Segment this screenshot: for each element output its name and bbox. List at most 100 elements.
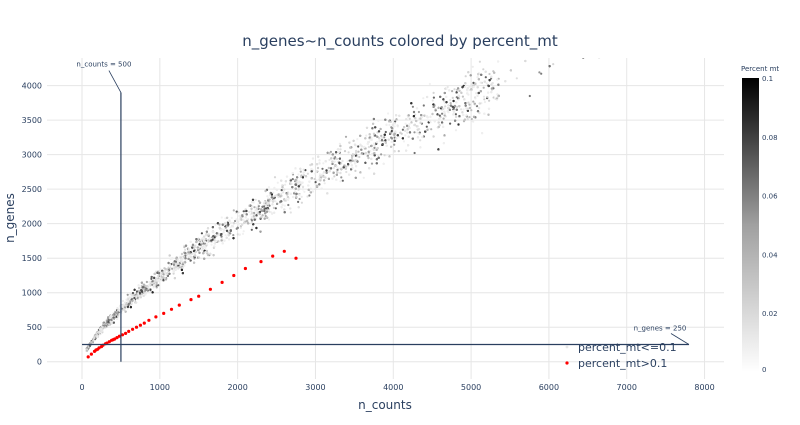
point-low-mt [297, 173, 300, 176]
point-low-mt [384, 130, 387, 134]
point-low-mt [682, 0, 684, 2]
point-low-mt [340, 162, 343, 165]
x-tick-label: 6000 [539, 383, 559, 392]
x-axis-ticks: 0 1000 2000 3000 4000 5000 6000 7000 8000 [79, 383, 714, 392]
point-low-mt [650, 23, 652, 25]
point-low-mt [121, 299, 125, 303]
point-low-mt [176, 260, 179, 264]
point-low-mt [250, 228, 253, 231]
point-low-mt [287, 198, 290, 202]
point-low-mt [638, 5, 640, 7]
x-tick-label: 8000 [694, 383, 714, 392]
point-low-mt [343, 150, 347, 153]
point-low-mt [623, 20, 625, 22]
point-low-mt [183, 246, 186, 249]
point-low-mt [129, 293, 132, 296]
y-tick-label: 1000 [22, 289, 42, 298]
point-low-mt [618, 33, 620, 35]
point-low-mt [611, 40, 613, 42]
point-low-mt [445, 95, 448, 98]
point-low-mt [152, 286, 155, 289]
point-low-mt [408, 117, 411, 120]
point-low-mt [271, 212, 274, 215]
point-low-mt [449, 99, 452, 102]
point-low-mt [401, 128, 404, 131]
point-low-mt [428, 82, 431, 86]
point-low-mt [452, 108, 455, 111]
point-low-mt [364, 147, 367, 150]
point-low-mt [416, 131, 419, 134]
point-low-mt [283, 204, 286, 207]
grid-layer [47, 58, 724, 379]
point-low-mt [157, 284, 160, 287]
point-low-mt [347, 151, 350, 154]
point-low-mt [242, 210, 245, 213]
point-low-mt [449, 104, 452, 107]
point-low-mt [272, 191, 275, 194]
point-low-mt [300, 201, 303, 204]
point-low-mt [441, 112, 444, 115]
point-low-mt [404, 122, 407, 125]
point-low-mt [284, 183, 287, 186]
point-low-mt [357, 145, 360, 148]
point-low-mt [329, 150, 332, 153]
point-low-mt [383, 136, 386, 139]
point-low-mt [398, 135, 401, 138]
point-low-mt [393, 143, 396, 146]
point-low-mt [437, 106, 440, 109]
point-low-mt [417, 110, 420, 114]
point-low-mt [210, 243, 213, 246]
point-low-mt [268, 210, 271, 213]
point-low-mt [264, 214, 267, 218]
point-low-mt [632, 26, 634, 28]
point-low-mt [574, 29, 576, 31]
point-low-mt [649, 19, 651, 21]
point-low-mt [488, 99, 491, 102]
point-low-mt [485, 56, 487, 58]
x-tick-label: 1000 [150, 383, 170, 392]
y-tick-label: 4000 [22, 82, 42, 91]
point-low-mt [289, 181, 292, 184]
point-low-mt [261, 205, 264, 208]
point-low-mt [422, 97, 425, 100]
point-low-mt [659, 28, 661, 30]
point-low-mt [444, 105, 447, 108]
point-low-mt [470, 109, 473, 112]
point-low-mt [310, 168, 313, 171]
point-low-mt [397, 150, 400, 153]
point-low-mt [478, 60, 481, 63]
point-low-mt [443, 114, 446, 117]
point-low-mt [280, 189, 283, 192]
point-low-mt [659, 28, 661, 30]
point-low-mt [341, 179, 344, 182]
point-low-mt [419, 139, 422, 142]
point-low-mt [485, 56, 487, 58]
point-low-mt [402, 140, 406, 143]
point-low-mt [406, 131, 409, 134]
point-low-mt [472, 100, 475, 103]
point-low-mt [314, 188, 317, 191]
point-low-mt [217, 240, 220, 243]
point-low-mt [667, 11, 669, 13]
point-low-mt [322, 162, 325, 165]
point-low-mt [475, 92, 478, 95]
point-low-mt [257, 199, 260, 203]
point-low-mt [438, 114, 441, 117]
point-low-mt [150, 277, 153, 280]
point-low-mt [474, 97, 477, 100]
point-low-mt [606, 32, 608, 34]
point-low-mt [559, 48, 561, 50]
point-low-mt [227, 231, 230, 234]
point-low-mt [184, 248, 187, 251]
point-low-mt [638, 5, 640, 7]
point-low-mt [228, 238, 231, 241]
point-low-mt [366, 155, 369, 158]
point-low-mt [169, 263, 172, 266]
y-tick-label: 500 [27, 323, 42, 332]
point-low-mt [304, 169, 307, 172]
point-low-mt [479, 81, 482, 84]
point-low-mt [649, 19, 651, 21]
point-low-mt [373, 146, 376, 149]
point-low-mt [408, 123, 411, 126]
